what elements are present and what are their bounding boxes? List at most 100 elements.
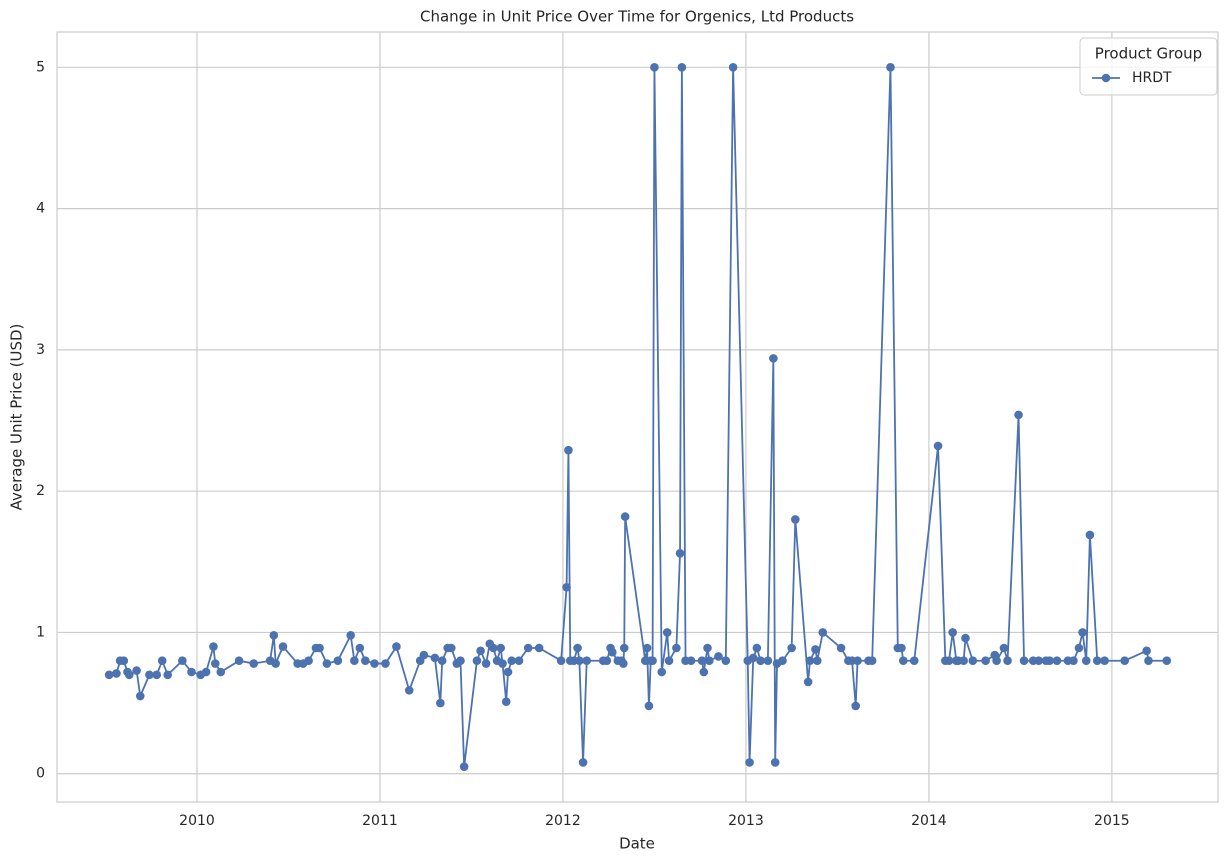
point	[1120, 656, 1129, 666]
point	[686, 656, 696, 666]
point	[119, 656, 129, 666]
point	[961, 633, 970, 643]
point	[763, 656, 773, 666]
point	[157, 656, 167, 666]
chart-title: Change in Unit Price Over Time for Orgen…	[420, 8, 854, 26]
point	[476, 646, 485, 656]
point	[498, 659, 507, 668]
point	[787, 643, 796, 653]
point	[791, 515, 800, 524]
point	[770, 758, 780, 767]
y-axis-label: Average Unit Price (USD)	[8, 324, 26, 511]
point	[968, 656, 978, 666]
point	[430, 653, 440, 663]
point	[578, 758, 588, 767]
y-tick-label: 1	[36, 624, 45, 640]
point	[178, 656, 187, 666]
point	[981, 656, 990, 666]
point	[728, 63, 738, 72]
point	[769, 354, 778, 363]
plot-frame	[56, 31, 1219, 803]
point	[803, 677, 813, 687]
point	[419, 650, 429, 660]
y-tick-label: 0	[36, 766, 45, 782]
point	[447, 643, 456, 653]
point	[249, 659, 259, 668]
point	[602, 656, 612, 666]
point	[1144, 656, 1153, 666]
point	[582, 656, 592, 666]
point	[836, 643, 846, 653]
point	[1092, 656, 1102, 666]
point	[575, 656, 584, 666]
y-tick-label: 3	[36, 342, 45, 358]
point	[1019, 656, 1029, 666]
point	[234, 656, 244, 666]
point	[745, 758, 754, 767]
point	[381, 659, 390, 668]
point	[1069, 656, 1078, 666]
x-tick-label: 2012	[545, 813, 581, 829]
y-tick-label: 5	[36, 59, 45, 75]
point	[756, 656, 765, 666]
point	[104, 670, 114, 680]
point	[1052, 656, 1062, 666]
point	[562, 582, 571, 592]
point	[523, 643, 533, 653]
x-tick-label: 2013	[728, 813, 764, 829]
point	[145, 670, 154, 680]
x-axis-label: Date	[619, 835, 655, 853]
point	[436, 698, 445, 708]
point	[818, 628, 828, 637]
point	[496, 643, 506, 653]
point	[361, 656, 370, 666]
point	[662, 628, 672, 637]
point	[1003, 656, 1012, 666]
point	[201, 667, 211, 677]
point	[805, 656, 815, 666]
point	[404, 686, 414, 695]
point	[370, 659, 379, 668]
point	[748, 653, 758, 663]
point	[152, 670, 162, 680]
point	[650, 63, 659, 72]
point	[944, 656, 954, 666]
point	[620, 512, 630, 521]
point	[675, 549, 685, 558]
point	[752, 643, 762, 653]
point	[699, 667, 709, 677]
point	[333, 656, 343, 666]
point	[778, 656, 787, 666]
point	[216, 667, 226, 677]
point	[657, 667, 667, 677]
point	[163, 670, 173, 680]
point	[648, 656, 657, 666]
point	[948, 628, 957, 637]
y-tick-label: 2	[36, 483, 45, 499]
point	[278, 642, 288, 651]
point	[811, 645, 820, 654]
point	[812, 656, 822, 666]
point	[514, 656, 524, 666]
point	[1142, 646, 1151, 656]
point	[564, 445, 573, 455]
point	[619, 659, 628, 668]
y-tick-label: 4	[36, 201, 45, 217]
point	[721, 656, 731, 666]
point	[135, 691, 145, 701]
point	[1078, 628, 1087, 637]
point	[677, 63, 687, 72]
point	[703, 643, 712, 653]
point	[209, 642, 218, 651]
point	[210, 659, 220, 668]
point	[315, 643, 324, 653]
point	[503, 667, 513, 677]
point	[437, 656, 447, 666]
point	[992, 656, 1001, 666]
point	[672, 643, 681, 653]
point	[853, 656, 862, 666]
point	[898, 656, 908, 666]
point	[1081, 656, 1091, 666]
x-tick-label: 2014	[911, 813, 947, 829]
point	[507, 656, 517, 666]
